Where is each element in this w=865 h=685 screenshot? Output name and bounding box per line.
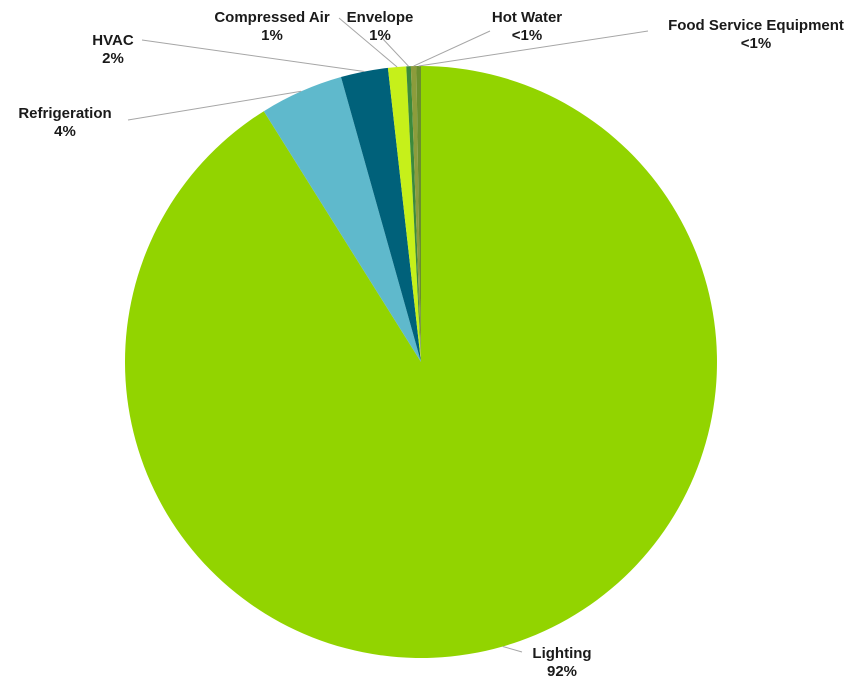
- slice-label-hot-water: Hot Water: [492, 9, 562, 26]
- slice-label-food-service-equipment: Food Service Equipment: [668, 17, 844, 34]
- leader-line-hot-water: [413, 30, 491, 67]
- slice-percent-food-service-equipment: <1%: [741, 35, 771, 52]
- leader-line-lighting: [502, 646, 523, 653]
- leader-line-hvac: [141, 39, 365, 72]
- leader-lines: [127, 17, 649, 653]
- slice-label-envelope: Envelope: [347, 9, 414, 26]
- slice-percent-envelope: 1%: [369, 27, 391, 44]
- slice-label-compressed-air: Compressed Air: [214, 9, 329, 26]
- slice-label-lighting: Lighting: [532, 645, 591, 662]
- leader-line-compressed-air: [338, 17, 398, 68]
- pie-slice-compressed-air: [387, 66, 421, 363]
- slice-label-hvac: HVAC: [92, 32, 134, 49]
- slice-label-refrigeration: Refrigeration: [18, 105, 111, 122]
- pie-slice-hvac: [340, 67, 421, 362]
- leader-line-envelope: [381, 37, 409, 67]
- pie-slice-hot-water: [410, 66, 421, 362]
- leader-line-food-service-equipment: [418, 30, 649, 67]
- pie-slice-refrigeration: [263, 77, 421, 363]
- slice-percent-compressed-air: 1%: [261, 27, 283, 44]
- slice-percent-hot-water: <1%: [512, 27, 542, 44]
- pie-slice-food-service-equipment: [416, 66, 421, 362]
- slice-percent-lighting: 92%: [547, 663, 577, 680]
- pie-slice-lighting: [124, 66, 717, 658]
- pie-slice-envelope: [406, 66, 421, 363]
- slice-percent-refrigeration: 4%: [54, 123, 76, 140]
- leader-line-refrigeration: [127, 90, 302, 121]
- pie-slices: [124, 66, 717, 658]
- slice-percent-hvac: 2%: [102, 50, 124, 67]
